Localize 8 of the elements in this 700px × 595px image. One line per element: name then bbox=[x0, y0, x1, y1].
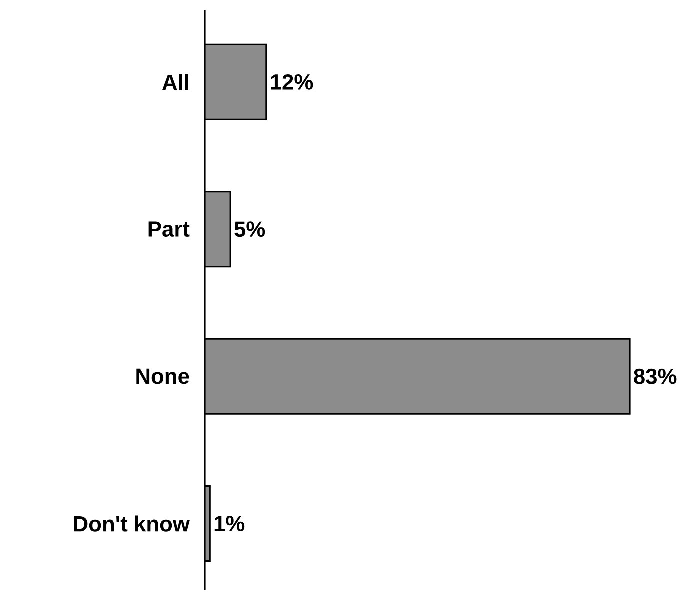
y-tick-label: Don't know bbox=[74, 516, 190, 532]
y-tick-label: None bbox=[136, 368, 190, 384]
data-label: 83% bbox=[634, 368, 677, 384]
y-tick-label: All bbox=[162, 74, 188, 90]
data-label: 12% bbox=[271, 74, 314, 90]
y-tick-label: Part bbox=[148, 222, 190, 238]
data-label: 5% bbox=[234, 222, 266, 238]
data-label: 1% bbox=[214, 516, 245, 532]
